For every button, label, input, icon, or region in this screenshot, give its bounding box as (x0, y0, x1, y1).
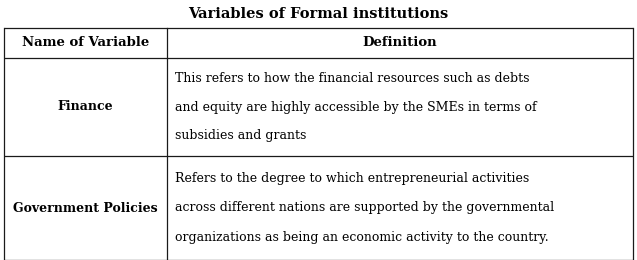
Text: Variables of Formal institutions: Variables of Formal institutions (189, 7, 448, 21)
Text: Refers to the degree to which entrepreneurial activities: Refers to the degree to which entreprene… (175, 172, 529, 185)
Text: This refers to how the financial resources such as debts: This refers to how the financial resourc… (175, 73, 529, 86)
Text: organizations as being an economic activity to the country.: organizations as being an economic activ… (175, 231, 548, 244)
Text: Name of Variable: Name of Variable (22, 36, 149, 49)
Text: Government Policies: Government Policies (13, 202, 158, 214)
Text: Finance: Finance (58, 101, 113, 114)
Text: and equity are highly accessible by the SMEs in terms of: and equity are highly accessible by the … (175, 101, 536, 114)
Text: subsidies and grants: subsidies and grants (175, 128, 306, 141)
Text: across different nations are supported by the governmental: across different nations are supported b… (175, 202, 554, 214)
Text: Definition: Definition (362, 36, 438, 49)
